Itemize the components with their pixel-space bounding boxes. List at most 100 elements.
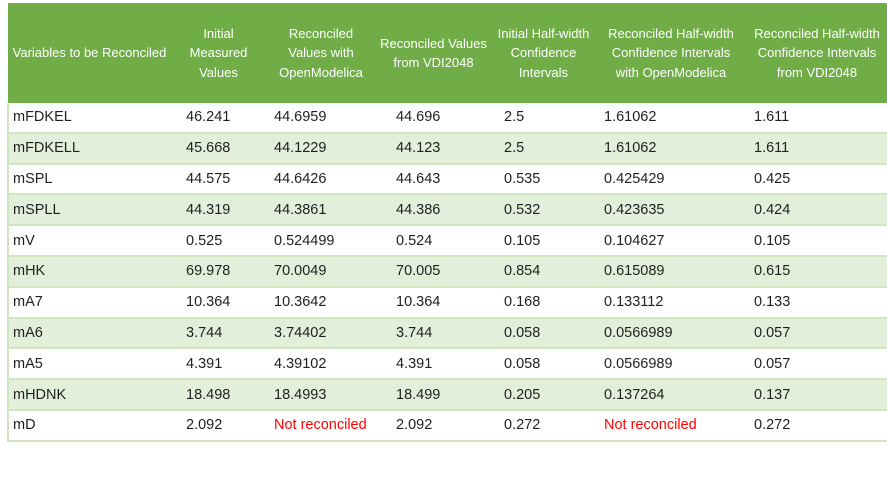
table-cell: 18.498 [171, 379, 266, 411]
table-cell: 44.1229 [266, 132, 376, 165]
column-header-halfwidth-vdi2048: Reconciled Half-width Confidence Interva… [746, 3, 887, 103]
table-cell: 0.615089 [596, 255, 746, 288]
table-cell: 0.423635 [596, 194, 746, 227]
table-cell: 46.241 [171, 103, 266, 134]
table-cell-not-reconciled: Not reconciled [596, 409, 746, 442]
table-cell: 3.744 [171, 317, 266, 350]
row-label: mA6 [7, 317, 171, 350]
column-header-halfwidth-openmodelica: Reconciled Half-width Confidence Interva… [596, 3, 746, 103]
table-cell: 18.4993 [266, 379, 376, 411]
table-cell: 0.133112 [596, 286, 746, 319]
table-cell: 44.319 [171, 194, 266, 227]
table-cell: 44.6426 [266, 163, 376, 196]
table-row: mFDKEL 46.241 44.6959 44.696 2.5 1.61062… [7, 103, 887, 134]
table-row: mA6 3.744 3.74402 3.744 0.058 0.0566989 … [7, 317, 887, 350]
header-row: Variables to be Reconciled Initial Measu… [8, 3, 887, 103]
reconciliation-results-table: Variables to be Reconciled Initial Measu… [7, 3, 887, 442]
row-label: mA7 [7, 286, 171, 319]
table-cell: 0.272 [491, 409, 596, 442]
table-cell: 44.575 [171, 163, 266, 196]
table-cell: 0.425 [746, 163, 887, 196]
table-body: mFDKEL 46.241 44.6959 44.696 2.5 1.61062… [7, 103, 887, 442]
table-cell: 0.205 [491, 379, 596, 411]
table-cell: 2.092 [376, 409, 491, 442]
table-cell: 0.524499 [266, 225, 376, 257]
table-cell: 0.524 [376, 225, 491, 257]
row-label: mV [7, 225, 171, 257]
table-cell: 0.104627 [596, 225, 746, 257]
row-label: mSPL [7, 163, 171, 196]
row-label: mSPLL [7, 194, 171, 227]
row-label: mHK [7, 255, 171, 288]
table-cell: 0.057 [746, 317, 887, 350]
data-table: Variables to be Reconciled Initial Measu… [7, 3, 887, 442]
table-cell: 2.092 [171, 409, 266, 442]
row-label: mFDKEL [7, 103, 171, 134]
table-cell: 0.854 [491, 255, 596, 288]
table-row: mA5 4.391 4.39102 4.391 0.058 0.0566989 … [7, 348, 887, 381]
table-cell: 1.611 [746, 132, 887, 165]
table-cell: 0.057 [746, 348, 887, 381]
table-cell: 0.058 [491, 348, 596, 381]
column-header-initial-measured: Initial Measured Values [171, 3, 266, 103]
table-cell: 10.3642 [266, 286, 376, 319]
table-cell: 10.364 [376, 286, 491, 319]
table-cell: 4.39102 [266, 348, 376, 381]
table-cell: 0.615 [746, 255, 887, 288]
table-cell: 0.0566989 [596, 348, 746, 381]
table-cell: 2.5 [491, 132, 596, 165]
row-label: mD [7, 409, 171, 442]
table-cell: 69.978 [171, 255, 266, 288]
table-cell: 0.535 [491, 163, 596, 196]
column-header-reconciled-openmodelica: Reconciled Values with OpenModelica [266, 3, 376, 103]
table-cell: 0.137 [746, 379, 887, 411]
table-cell: 1.611 [746, 103, 887, 134]
table-row: mV 0.525 0.524499 0.524 0.105 0.104627 0… [7, 225, 887, 257]
table-row: mHK 69.978 70.0049 70.005 0.854 0.615089… [7, 255, 887, 288]
table-cell: 45.668 [171, 132, 266, 165]
table-row: mHDNK 18.498 18.4993 18.499 0.205 0.1372… [7, 379, 887, 411]
column-header-reconciled-vdi2048: Reconciled Values from VDI2048 [376, 3, 491, 103]
table-cell: 70.005 [376, 255, 491, 288]
table-cell: 44.3861 [266, 194, 376, 227]
table-cell: 4.391 [376, 348, 491, 381]
table-cell: 0.0566989 [596, 317, 746, 350]
table-row: mSPL 44.575 44.6426 44.643 0.535 0.42542… [7, 163, 887, 196]
table-cell: 0.525 [171, 225, 266, 257]
table-cell: 44.696 [376, 103, 491, 134]
row-label: mA5 [7, 348, 171, 381]
table-row: mFDKELL 45.668 44.1229 44.123 2.5 1.6106… [7, 132, 887, 165]
table-cell: 1.61062 [596, 132, 746, 165]
column-header-initial-halfwidth: Initial Half-width Confidence Intervals [491, 3, 596, 103]
table-cell: 44.123 [376, 132, 491, 165]
row-label: mHDNK [7, 379, 171, 411]
table-cell: 0.532 [491, 194, 596, 227]
table-cell: 44.386 [376, 194, 491, 227]
table-cell: 0.272 [746, 409, 887, 442]
table-row: mD 2.092 Not reconciled 2.092 0.272 Not … [7, 409, 887, 442]
table-cell: 18.499 [376, 379, 491, 411]
table-cell: 44.6959 [266, 103, 376, 134]
table-cell: 0.105 [491, 225, 596, 257]
table-cell: 0.058 [491, 317, 596, 350]
table-row: mA7 10.364 10.3642 10.364 0.168 0.133112… [7, 286, 887, 319]
table-row: mSPLL 44.319 44.3861 44.386 0.532 0.4236… [7, 194, 887, 227]
table-cell: 70.0049 [266, 255, 376, 288]
table-cell: 0.137264 [596, 379, 746, 411]
table-cell: 3.744 [376, 317, 491, 350]
table-cell: 3.74402 [266, 317, 376, 350]
column-header-variables: Variables to be Reconciled [8, 3, 171, 103]
table-cell: 1.61062 [596, 103, 746, 134]
table-cell: 2.5 [491, 103, 596, 134]
table-cell: 0.168 [491, 286, 596, 319]
table-cell: 0.425429 [596, 163, 746, 196]
table-cell: 44.643 [376, 163, 491, 196]
table-cell: 10.364 [171, 286, 266, 319]
table-cell: 0.424 [746, 194, 887, 227]
table-cell: 0.133 [746, 286, 887, 319]
table-header: Variables to be Reconciled Initial Measu… [8, 3, 887, 103]
table-cell-not-reconciled: Not reconciled [266, 409, 376, 442]
row-label: mFDKELL [7, 132, 171, 165]
table-cell: 4.391 [171, 348, 266, 381]
